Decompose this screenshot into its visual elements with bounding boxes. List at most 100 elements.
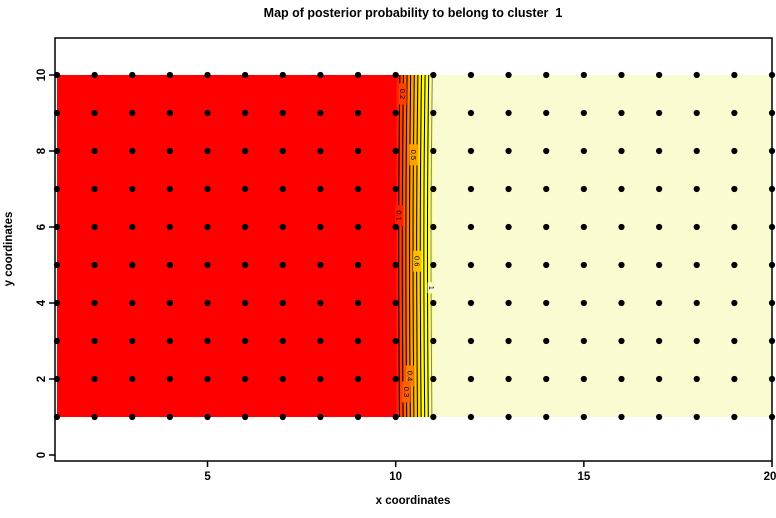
grid-dot	[166, 147, 173, 155]
grid-dot	[467, 413, 475, 421]
grid-dot	[580, 413, 587, 421]
grid-dot	[430, 413, 437, 421]
grid-dot	[317, 71, 324, 79]
grid-dot	[91, 223, 98, 231]
grid-dot	[505, 413, 512, 421]
grid-dot	[618, 147, 625, 155]
grid-dot	[392, 375, 399, 383]
grid-dot	[693, 261, 700, 269]
grid-dot	[204, 337, 211, 345]
contour-lines	[398, 74, 433, 418]
grid-dot	[618, 337, 625, 345]
y-tick-label: 4	[36, 299, 48, 306]
grid-dot	[166, 185, 173, 193]
grid-dot	[166, 299, 173, 307]
grid-dot	[392, 71, 399, 79]
contour-label: 0.1	[395, 210, 404, 220]
grid-dot	[129, 375, 136, 383]
grid-dot	[242, 223, 249, 231]
low-probability-region	[57, 75, 397, 417]
grid-dot	[91, 337, 98, 345]
grid-dot	[731, 71, 738, 79]
grid-dot	[656, 413, 663, 421]
grid-dot	[317, 261, 324, 269]
grid-dot	[317, 109, 324, 117]
grid-dot	[317, 223, 324, 231]
x-axis-label: x coordinates	[376, 495, 451, 507]
grid-dot	[543, 413, 550, 421]
grid-dot	[392, 299, 399, 307]
grid-dot	[204, 223, 211, 231]
grid-dot	[204, 147, 211, 155]
contour-line-0.2	[401, 74, 404, 418]
grid-dot	[580, 261, 587, 269]
x-tick-label: 20	[764, 471, 776, 483]
grid-dot	[204, 413, 211, 421]
grid-dot	[505, 261, 512, 269]
grid-dot	[731, 261, 738, 269]
grid-dot	[354, 223, 362, 231]
grid-dot	[580, 147, 587, 155]
grid-dot	[618, 109, 625, 117]
grid-dot	[693, 147, 700, 155]
grid-dot	[430, 147, 437, 155]
grid-dot	[543, 185, 550, 193]
grid-dot	[430, 261, 437, 269]
grid-dot	[242, 109, 249, 117]
grid-dot	[129, 413, 136, 421]
grid-dot	[618, 261, 625, 269]
grid-dot	[279, 71, 286, 79]
grid-dot	[731, 413, 738, 421]
contour-label-gap	[395, 205, 404, 227]
grid-dot	[354, 413, 362, 421]
plot-box	[54, 37, 773, 462]
grid-dot	[543, 147, 550, 155]
grid-dot	[467, 147, 475, 155]
grid-dot	[618, 185, 625, 193]
grid-dot	[656, 375, 663, 383]
grid-dot	[91, 147, 98, 155]
x-tick-label: 15	[577, 471, 590, 483]
grid-dot	[279, 413, 286, 421]
grid-dot	[91, 299, 98, 307]
grid-dot	[279, 299, 286, 307]
grid-dot	[166, 337, 173, 345]
grid-dot	[166, 223, 173, 231]
grid-dot	[467, 185, 475, 193]
grid-dot	[242, 261, 249, 269]
grid-dot	[129, 337, 136, 345]
contour-line-1	[430, 74, 433, 418]
y-axis-label: y coordinates	[3, 212, 15, 287]
grid-dot	[543, 261, 550, 269]
grid-dot	[467, 109, 475, 117]
contour-line-0.1	[398, 74, 401, 418]
grid-dot	[656, 223, 663, 231]
grid-dot	[166, 375, 173, 383]
grid-dot	[279, 147, 286, 155]
contour-label: 0.5	[409, 150, 418, 160]
grid-dot	[129, 299, 136, 307]
high-probability-region	[433, 75, 772, 417]
grid-dot	[204, 299, 211, 307]
grid-dot	[618, 299, 625, 307]
grid-dot	[656, 337, 663, 345]
grid-dot	[354, 71, 362, 79]
contour-line-0.4	[408, 74, 412, 418]
contour-line-0.7	[419, 74, 422, 418]
grid-dot	[467, 299, 475, 307]
grid-dot	[354, 337, 362, 345]
grid-dot	[392, 147, 399, 155]
grid-dot	[731, 147, 738, 155]
y-tick-label: 0	[36, 452, 48, 458]
grid-dot	[693, 71, 700, 79]
grid-dot	[430, 223, 437, 231]
grid-dot	[430, 109, 437, 117]
grid-dot	[693, 223, 700, 231]
x-tick-label: 10	[389, 471, 402, 483]
grid-dot	[543, 375, 550, 383]
grid-dot	[204, 71, 211, 79]
grid-dot	[354, 261, 362, 269]
grid-dot	[543, 299, 550, 307]
contour-label-gap	[405, 365, 414, 387]
